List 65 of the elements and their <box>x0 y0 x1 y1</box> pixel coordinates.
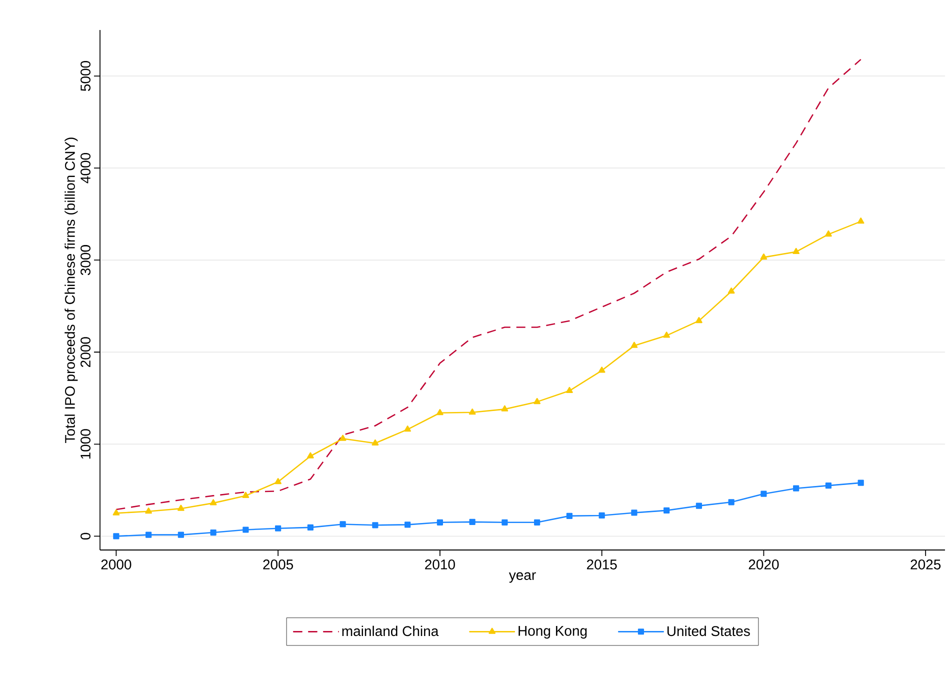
point <box>468 408 476 415</box>
point <box>534 519 540 526</box>
y-tick-label: 5000 <box>80 60 90 92</box>
point <box>469 518 476 525</box>
point <box>728 288 735 294</box>
legend-label: Hong Kong <box>518 626 587 639</box>
point <box>534 398 540 404</box>
point <box>145 507 152 514</box>
point <box>825 230 832 237</box>
point <box>566 512 572 519</box>
point <box>502 519 508 526</box>
point <box>792 248 800 254</box>
point <box>178 504 184 511</box>
point <box>663 332 670 338</box>
point <box>664 507 670 514</box>
y-tick-label: 3000 <box>80 245 90 276</box>
point <box>760 253 768 260</box>
point <box>340 521 346 528</box>
point <box>696 502 702 509</box>
point <box>598 366 606 373</box>
point <box>242 492 250 498</box>
point <box>728 499 734 506</box>
x-tick-label: 2005 <box>263 560 294 570</box>
point <box>275 525 282 532</box>
point <box>307 524 314 530</box>
x-axis-title: year <box>508 572 536 583</box>
point <box>242 526 249 533</box>
x-tick-label: 2000 <box>101 560 132 570</box>
x-tick-label: 2010 <box>425 560 455 570</box>
point <box>793 485 800 492</box>
point <box>372 522 378 528</box>
point <box>307 452 314 458</box>
y-tick-label: 2000 <box>80 337 90 367</box>
point <box>630 342 638 348</box>
point <box>566 386 573 394</box>
point <box>696 316 702 324</box>
point <box>112 509 120 516</box>
point <box>210 499 217 506</box>
point <box>825 482 832 489</box>
point <box>857 218 864 224</box>
y-tick-label: 4000 <box>80 153 90 184</box>
point <box>858 480 864 486</box>
point <box>274 478 282 484</box>
point <box>436 409 444 416</box>
point <box>146 532 152 538</box>
point <box>210 529 216 536</box>
y-tick-label: 1000 <box>80 429 90 459</box>
point <box>339 434 346 441</box>
point <box>598 512 605 519</box>
point <box>404 426 411 432</box>
legend-label: mainland China <box>342 626 439 636</box>
point <box>436 519 443 526</box>
point <box>631 510 638 516</box>
legend-label: United States <box>667 626 750 636</box>
x-tick-label: 2015 <box>586 560 617 570</box>
point <box>372 439 379 446</box>
point <box>501 405 508 412</box>
point <box>404 522 411 528</box>
point <box>178 532 184 538</box>
point <box>113 533 120 540</box>
y-axis-title: Total IPO proceeds of Chinese firms (billion CNY) <box>64 138 78 443</box>
x-tick-label: 2025 <box>910 560 941 570</box>
point <box>760 490 767 497</box>
y-tick-label: 0 <box>80 532 90 540</box>
x-tick-label: 2020 <box>748 560 779 570</box>
